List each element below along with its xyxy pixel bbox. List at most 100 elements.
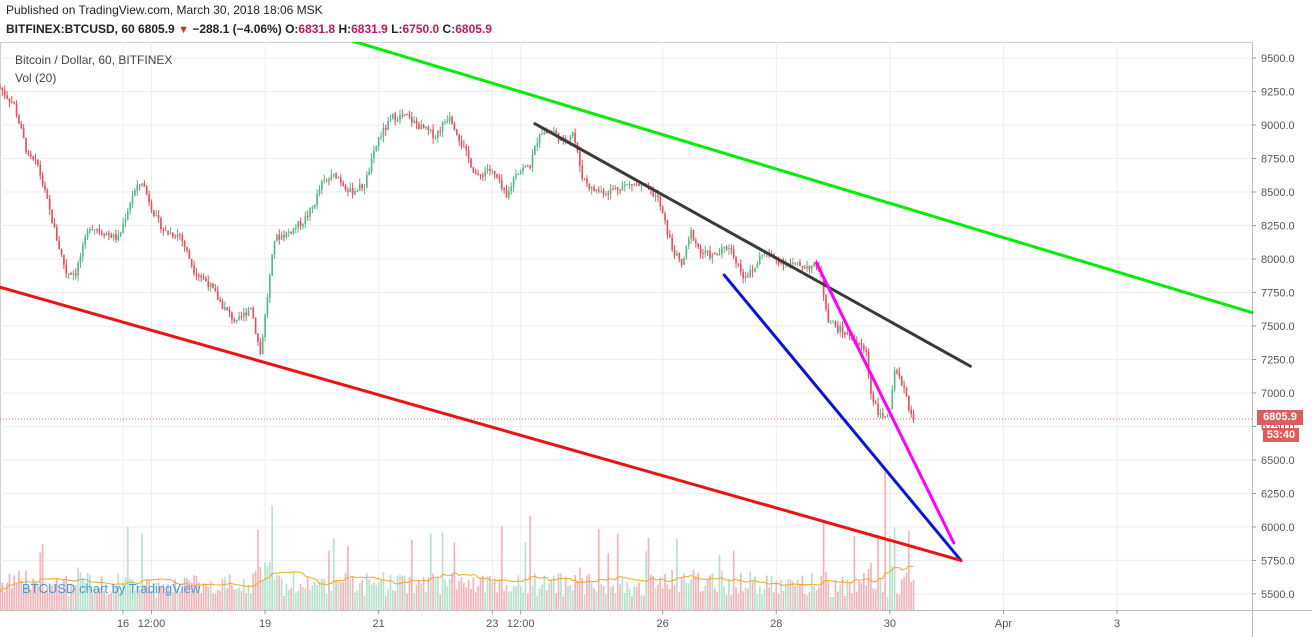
volume-bar [723, 586, 726, 610]
candle-body [347, 190, 349, 192]
volume-bar [564, 576, 567, 610]
volume-bar [739, 572, 742, 610]
candle-body [751, 270, 754, 272]
volume-bar [240, 591, 243, 610]
candle-body [865, 349, 868, 352]
volume-bar [58, 586, 60, 610]
candle-body [467, 150, 470, 159]
candle-body [297, 221, 300, 228]
volume-bar [41, 543, 44, 610]
volume-bar [508, 592, 510, 610]
candle-body [597, 189, 600, 192]
volume-bar [534, 573, 536, 610]
volume-bar [614, 593, 617, 610]
volume-bar [451, 573, 453, 610]
volume-bar [519, 586, 522, 610]
volume-bar [526, 593, 529, 610]
volume-bar [20, 580, 23, 610]
volume-bar [235, 589, 238, 610]
candle-body [410, 116, 413, 123]
volume-bar [782, 591, 785, 610]
volume-bar [283, 596, 285, 610]
volume-bar [242, 578, 245, 610]
candle-body [216, 291, 219, 300]
volume-bar [467, 580, 470, 610]
volume-bar [406, 593, 408, 610]
y-tick-label: 7750.0 [1261, 288, 1295, 300]
volume-bar [254, 571, 257, 610]
candle-body [403, 114, 406, 117]
volume-bar [676, 538, 678, 610]
volume-bar [557, 573, 560, 610]
candle-body [354, 191, 356, 195]
y-tick-label: 7250.0 [1261, 354, 1295, 366]
candle-body [638, 183, 640, 187]
candle-body [6, 95, 8, 99]
volume-bar [659, 577, 662, 610]
candle-body [193, 265, 195, 274]
candle-body [747, 276, 749, 278]
candle-body [356, 190, 359, 192]
candle-body [171, 232, 174, 237]
candle-body [306, 216, 309, 218]
volume-bar [245, 592, 247, 610]
volume-bar [893, 527, 896, 610]
volume-bar [155, 597, 158, 610]
volume-bar [441, 532, 444, 610]
candle-body [91, 229, 94, 231]
price-chart[interactable]: 5500.05750.06000.06250.06500.06750.07000… [0, 42, 1312, 637]
volume-bar [148, 579, 150, 610]
volume-bar [422, 576, 425, 610]
volume-bar [671, 569, 673, 610]
y-tick-label: 8000.0 [1261, 254, 1295, 266]
candle-body [844, 332, 846, 335]
volume-bar [292, 572, 295, 610]
volume-bar [98, 587, 101, 610]
candle-body [136, 184, 139, 191]
blue-line-trendline [722, 273, 963, 562]
volume-bar [3, 592, 6, 610]
candle-body [744, 276, 747, 278]
volume-bar [238, 587, 240, 610]
volume-bar [252, 573, 255, 610]
candle-body [794, 262, 797, 264]
volume-bar [460, 576, 463, 610]
candle-body [169, 232, 172, 235]
volume-bar [295, 592, 297, 610]
volume-bar [865, 585, 868, 610]
volume-bar [212, 593, 214, 610]
volume-bar [306, 576, 309, 610]
candle-body [287, 231, 290, 233]
volume-bar [484, 592, 487, 610]
candle-body [321, 181, 323, 190]
volume-bar [325, 593, 328, 610]
volume-bar [399, 574, 401, 610]
candle-body [600, 190, 602, 192]
volume-bar [512, 585, 515, 610]
volume-bar [167, 584, 169, 610]
volume-bar [100, 576, 103, 610]
candle-body [524, 165, 527, 168]
volume-bar [342, 581, 345, 610]
volume-bar [124, 577, 127, 610]
candle-body [621, 186, 624, 191]
x-tick-label: 23 [486, 618, 498, 630]
volume-bar [810, 572, 813, 610]
volume-bars [0, 472, 915, 610]
volume-bar [53, 583, 56, 610]
high-value: 6831.9 [351, 22, 388, 36]
volume-bar [233, 589, 236, 610]
watermark[interactable]: BTCUSD chart by TradingView [22, 581, 201, 596]
candle-body [709, 250, 711, 259]
volume-bar [392, 590, 394, 610]
candle-body [318, 189, 321, 194]
volume-bar [855, 591, 858, 610]
volume-bar [493, 578, 496, 610]
y-tick-label: 6250.0 [1261, 488, 1295, 500]
volume-bar [692, 570, 695, 610]
candle-body [905, 387, 908, 396]
candle-body [877, 403, 879, 415]
candle-body [900, 376, 903, 386]
open-value: 6831.8 [298, 22, 336, 36]
candle-body [392, 113, 394, 119]
